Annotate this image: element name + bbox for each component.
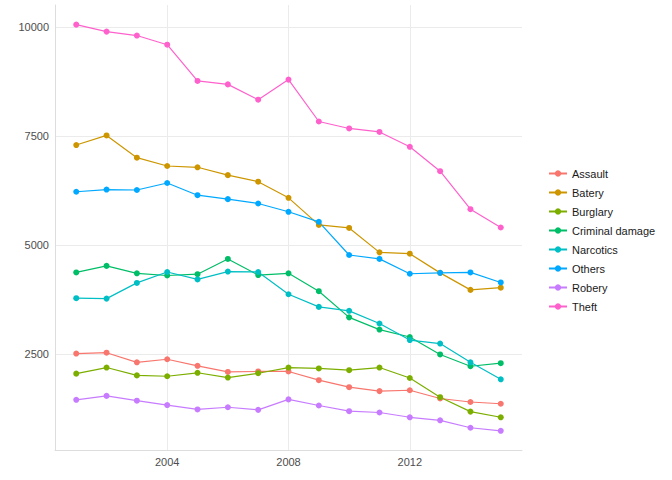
svg-text:2500: 2500 [25, 348, 49, 360]
svg-text:Batery: Batery [572, 187, 604, 199]
svg-text:Narcotics: Narcotics [572, 244, 618, 256]
svg-text:Others: Others [572, 263, 606, 275]
svg-text:7500: 7500 [25, 130, 49, 142]
svg-text:Burglary: Burglary [572, 206, 613, 218]
svg-text:2008: 2008 [276, 456, 300, 468]
svg-text:10000: 10000 [18, 21, 49, 33]
svg-text:Assault: Assault [572, 168, 608, 180]
svg-text:Robery: Robery [572, 282, 608, 294]
svg-text:2004: 2004 [155, 456, 179, 468]
svg-text:Criminal damage: Criminal damage [572, 225, 655, 237]
svg-text:2012: 2012 [398, 456, 422, 468]
svg-text:Theft: Theft [572, 301, 597, 313]
svg-text:5000: 5000 [25, 239, 49, 251]
